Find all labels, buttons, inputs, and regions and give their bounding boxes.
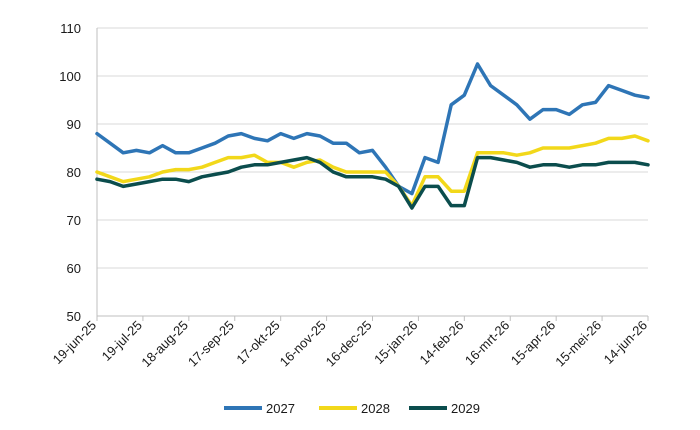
series-line-2027 [95,62,650,196]
x-tick-label: 16-dec-25 [323,318,375,370]
x-axis-ticks: 19-jun-25 19-jul-2518-aug-2517-sep-2517-o… [50,316,650,370]
legend-label: 2027 [266,401,295,416]
x-tick-label: 19-jul-25 [99,318,145,364]
y-tick-label: 60 [67,261,81,276]
x-tick-label: 17-sep-25 [185,318,237,370]
series-line-2028 [95,134,650,208]
x-tick-label: 15-apr-26 [508,318,558,368]
y-tick-label: 100 [59,69,81,84]
series-line-2029 [95,155,650,210]
y-tick-label: 110 [60,21,81,36]
legend-label: 2028 [361,401,390,416]
y-tick-label: 90 [67,117,81,132]
legend-label: 2029 [451,401,480,416]
x-tick-label: 15-mei-26 [552,318,604,370]
legend-item-2029: 2029 [409,401,480,416]
x-tick-label: 17-okt-25 [233,318,282,367]
y-tick-label: 50 [67,309,81,324]
x-tick-label: 16-mrt-26 [462,318,512,368]
x-tick-label: 15-jan-26 [371,318,420,367]
x-tick-label: 18-aug-25 [138,318,191,371]
y-tick-label: 70 [67,213,81,228]
y-axis-ticks: 50 60 70 80 90 100 110 [59,21,81,324]
x-tick-label: 14-jun-26 [601,318,650,367]
x-tick-label: 19-jun-25 [50,318,99,367]
x-tick-label: 16-nov-25 [277,318,329,370]
y-tick-label: 80 [67,165,81,180]
legend-item-2028: 2028 [319,401,390,416]
x-tick-label: 14-feb-26 [416,318,466,368]
legend-item-2027: 2027 [224,401,295,416]
legend: 2027 2028 2029 [224,401,480,416]
series-lines [95,62,650,210]
